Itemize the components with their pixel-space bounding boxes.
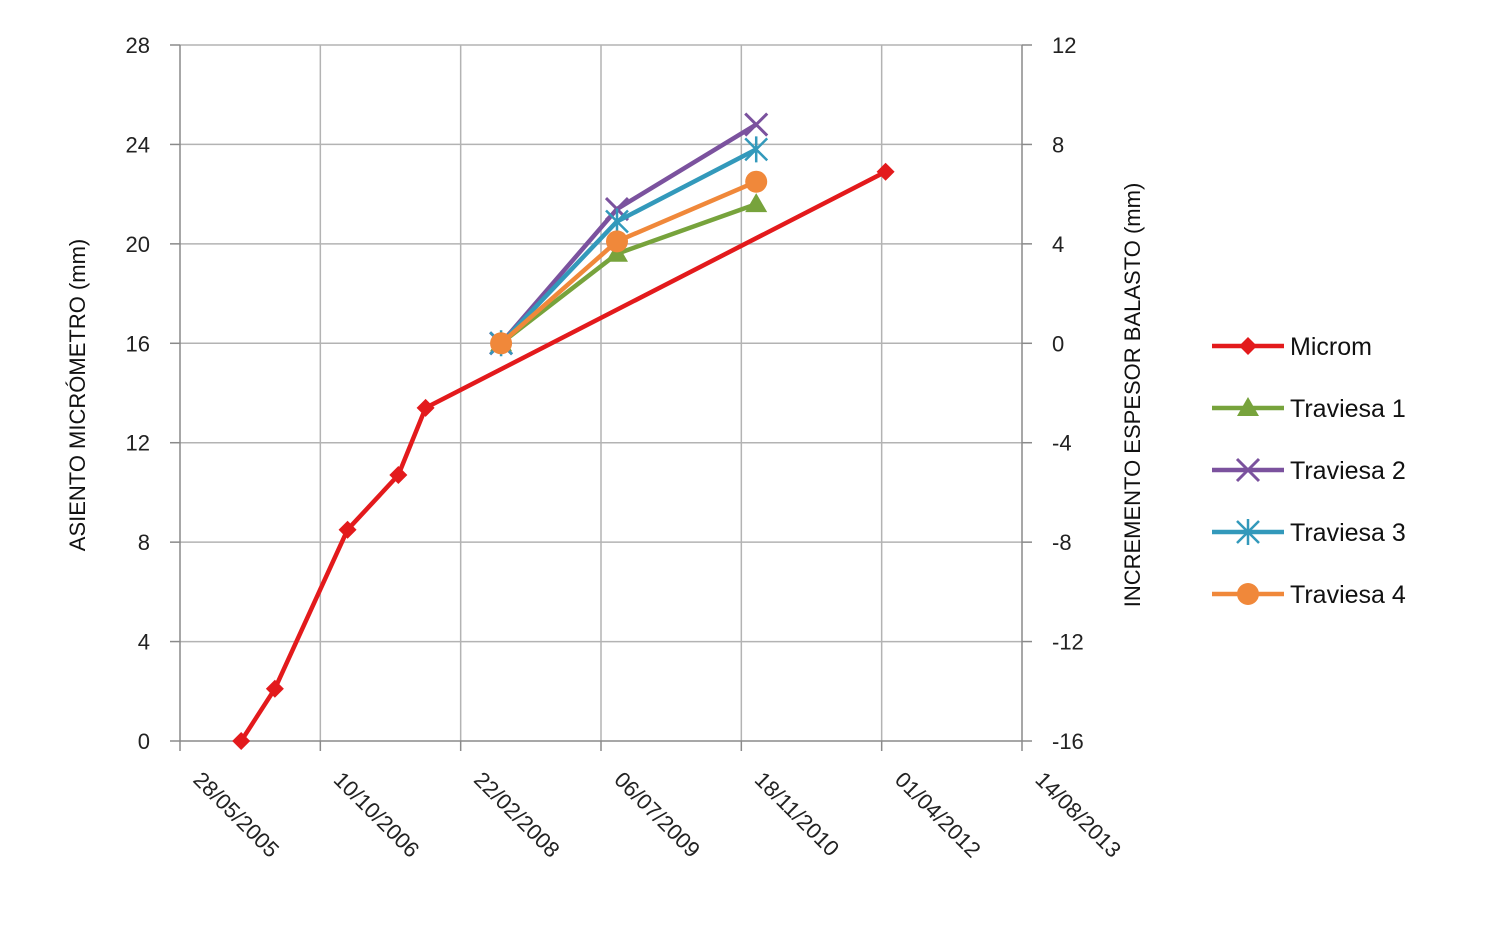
series-traviesa-3 — [489, 136, 769, 357]
data-point — [265, 679, 284, 698]
legend-marker — [1237, 397, 1259, 416]
series-lines — [232, 112, 895, 750]
x-tick-label: 06/07/2009 — [609, 767, 705, 863]
data-point — [744, 136, 769, 163]
legend-item: Microm — [1212, 333, 1372, 361]
y-left-tick-label: 24 — [126, 132, 150, 157]
series-line — [499, 201, 757, 346]
legend-marker — [1239, 337, 1257, 355]
y-right-tick-label: -4 — [1052, 431, 1072, 456]
y-left-axis-title: ASIENTO MICRÓMETRO (mm) — [65, 239, 90, 551]
data-point — [416, 398, 435, 417]
data-point — [389, 466, 408, 485]
series-microm — [232, 162, 895, 750]
y-right-axis-title: INCREMENTO ESPESOR BALASTO (mm) — [1120, 183, 1145, 608]
y-left-tick-label: 0 — [138, 729, 150, 754]
x-tick-label: 18/11/2010 — [750, 767, 844, 861]
y-right-tick-label: 12 — [1052, 33, 1076, 58]
data-point — [876, 162, 895, 181]
tick-labels: 0 4 8 12 16 20 24 28 -16 -12 -8 -4 0 4 8 12 28/05/2005 10… — [126, 33, 1126, 862]
axes — [170, 44, 1032, 751]
y-left-tick-label: 16 — [126, 331, 150, 356]
legend-label: Traviesa 2 — [1290, 457, 1406, 485]
y-right-tick-label: 4 — [1052, 232, 1064, 257]
data-point — [745, 170, 768, 193]
y-left-tick-label: 28 — [126, 33, 150, 58]
data-point — [744, 112, 769, 137]
y-right-tick-label: 0 — [1052, 331, 1064, 356]
legend-label: Traviesa 4 — [1290, 581, 1406, 609]
data-point — [338, 520, 357, 539]
x-tick-label: 28/05/2005 — [188, 767, 284, 863]
grid-lines — [180, 44, 1022, 741]
y-left-tick-label: 12 — [126, 431, 150, 456]
legend-item: Traviesa 2 — [1212, 457, 1406, 485]
legend-label: Traviesa 3 — [1290, 519, 1406, 547]
y-left-tick-label: 20 — [126, 232, 150, 257]
series-line — [499, 179, 758, 345]
data-point — [605, 230, 628, 253]
legend-item: Traviesa 4 — [1212, 581, 1406, 609]
y-left-tick-label: 8 — [138, 530, 150, 555]
legend: Microm Traviesa 1 Traviesa 2 Traviesa 3 Trav… — [1212, 333, 1406, 609]
legend-item: Traviesa 1 — [1212, 395, 1406, 423]
x-tick-label: 01/04/2012 — [890, 767, 986, 863]
data-point — [232, 732, 251, 750]
legend-marker — [1237, 583, 1259, 605]
y-right-tick-label: -12 — [1052, 630, 1084, 655]
x-tick-label: 10/10/2006 — [329, 767, 425, 863]
series-traviesa-4 — [490, 170, 768, 355]
x-tick-label: 22/02/2008 — [469, 767, 565, 863]
legend-item: Traviesa 3 — [1212, 519, 1406, 547]
legend-marker — [1236, 519, 1260, 545]
y-right-tick-label: -16 — [1052, 729, 1084, 754]
data-point — [745, 193, 768, 213]
series-line — [239, 169, 887, 743]
data-point — [605, 208, 629, 235]
legend-label: Traviesa 1 — [1290, 395, 1406, 423]
x-tick-label: 14/08/2013 — [1030, 767, 1126, 863]
y-left-tick-label: 4 — [138, 630, 150, 655]
y-right-tick-label: -8 — [1052, 530, 1072, 555]
legend-marker — [1235, 457, 1261, 483]
legend-label: Microm — [1290, 333, 1372, 361]
y-right-tick-label: 8 — [1052, 132, 1064, 157]
data-point — [490, 332, 513, 355]
